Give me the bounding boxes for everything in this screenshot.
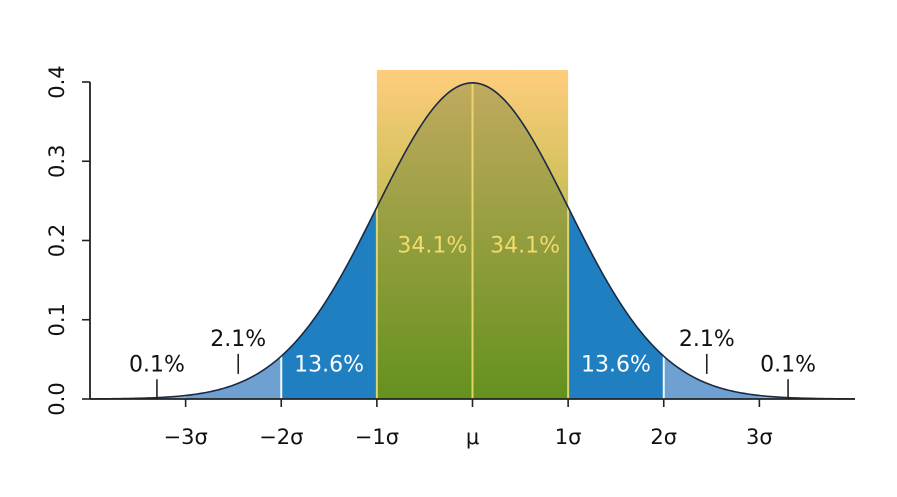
x-tick-label-1: −2σ [259, 425, 303, 449]
density-curve [89, 82, 856, 400]
x-tick-label-4: 1σ [555, 425, 582, 449]
annotation-label-6: 2.1% [679, 327, 735, 352]
annotation-label-0: 0.1% [129, 352, 185, 377]
y-tick-label-2: 0.2 [45, 224, 69, 257]
annotation-label-4: 34.1% [490, 233, 560, 258]
x-tick-label-5: 2σ [650, 425, 677, 449]
axes: −3σ −2σ −1σ μ 1σ 2σ 3σ 0.0 0.1 0.2 0.3 0.4 [45, 65, 855, 449]
annotation-label-3: 34.1% [397, 233, 467, 258]
x-tick-label-3: μ [466, 425, 479, 449]
annotation-label-2: 13.6% [294, 352, 364, 377]
sigma-dividers [280, 82, 665, 399]
annotation-label-5: 13.6% [581, 352, 651, 377]
density-curve-line [89, 82, 856, 400]
x-tick-label-0: −3σ [163, 425, 207, 449]
y-tick-label-3: 0.3 [45, 145, 69, 178]
x-tick-label-6: 3σ [746, 425, 773, 449]
percentage-annotations: 0.1% 2.1% 13.6% 34.1% 34.1% 13.6% 2.1% 0.1% [129, 233, 816, 400]
region-5 [663, 356, 760, 399]
region-1 [185, 356, 282, 399]
y-tick-label-0: 0.0 [45, 382, 69, 415]
x-tick-label-2: −1σ [355, 425, 399, 449]
annotation-label-1: 2.1% [210, 327, 266, 352]
y-tick-label-4: 0.4 [45, 65, 69, 98]
y-tick-label-1: 0.1 [45, 303, 69, 336]
annotation-label-7: 0.1% [760, 352, 816, 377]
